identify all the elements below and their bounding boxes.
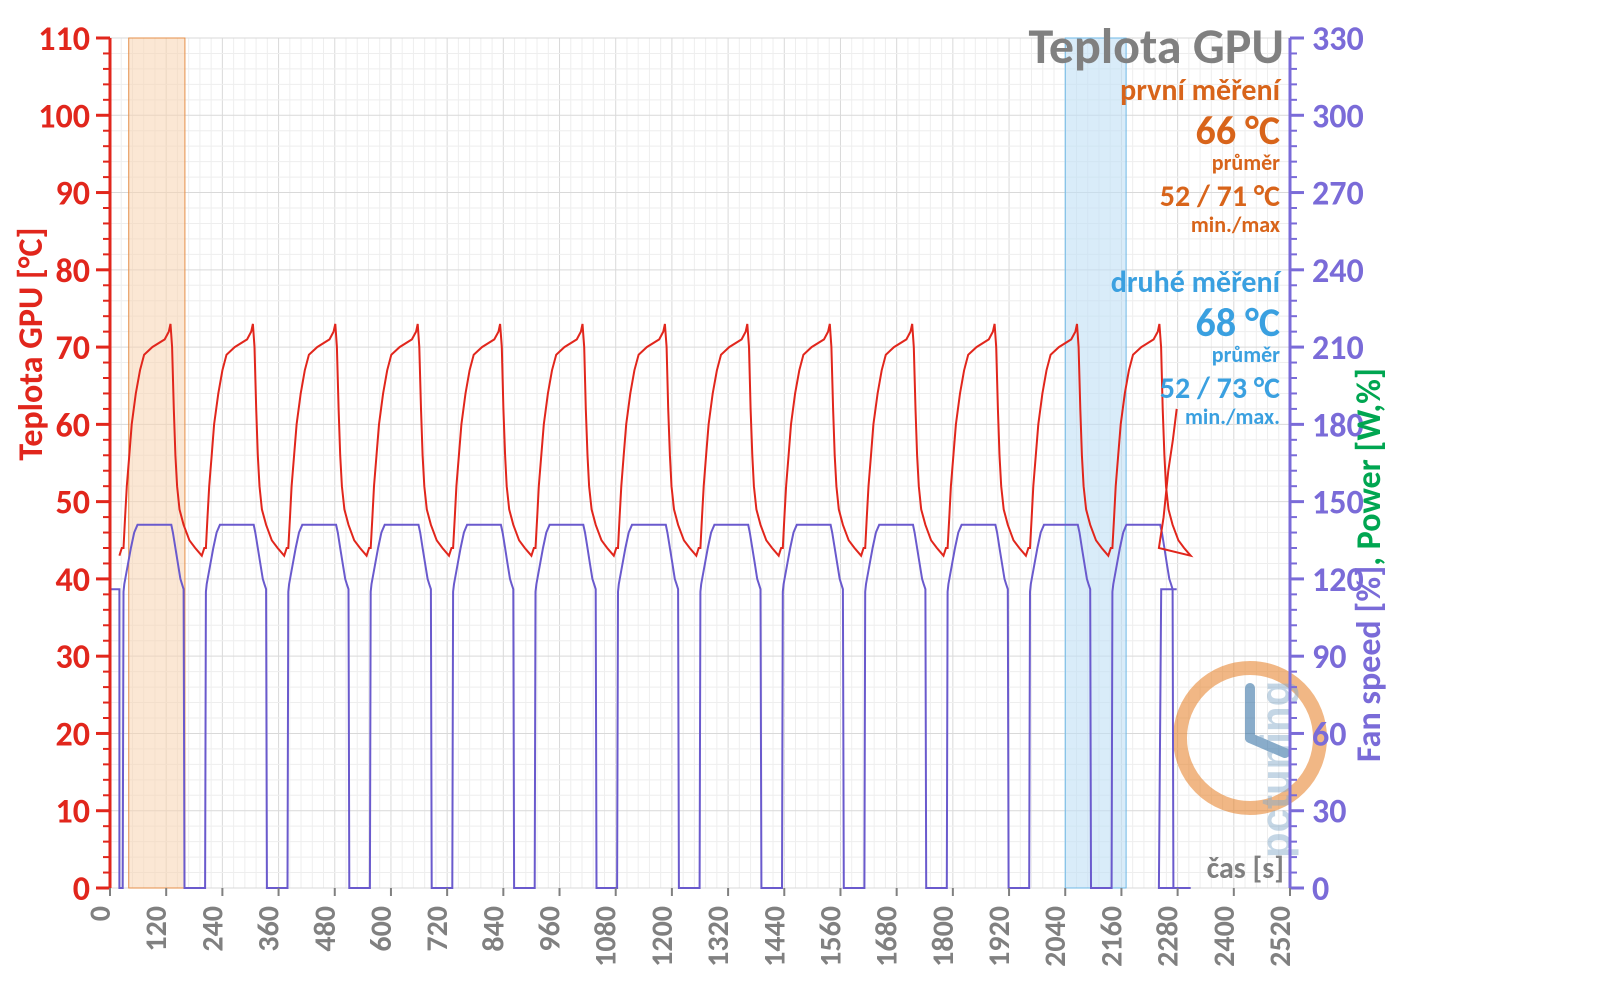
chart-title: Teplota GPU (1028, 16, 1284, 77)
ytick-left: 20 (56, 714, 90, 755)
ytick-right: 240 (1312, 251, 1364, 292)
ytick-left: 50 (56, 483, 90, 524)
xtick: 1080 (588, 906, 625, 967)
xtick: 960 (532, 906, 569, 952)
ytick-right: 90 (1312, 637, 1346, 678)
xtick: 2160 (1093, 906, 1130, 967)
meas2-minmax-label: min./max. (1185, 403, 1280, 430)
xtick: 2400 (1206, 906, 1243, 967)
ytick-left: 110 (38, 19, 90, 60)
xtick: 120 (138, 906, 175, 952)
xtick: 1920 (981, 906, 1018, 967)
meas2-value-label: průměr (1212, 341, 1280, 368)
xtick: 600 (363, 906, 400, 952)
y-axis-right-label: Fan speed [%], Power [W,%] (1349, 368, 1390, 762)
ytick-right: 60 (1312, 714, 1346, 755)
meas1-minmax: 52 / 71 °C (1160, 178, 1280, 215)
ytick-left: 90 (56, 174, 90, 215)
meas1-value-label: průměr (1212, 149, 1280, 176)
ytick-right: 0 (1312, 869, 1329, 910)
xtick: 720 (419, 906, 456, 952)
xtick: 2280 (1150, 906, 1187, 967)
ytick-left: 30 (56, 637, 90, 678)
xtick: 360 (251, 906, 288, 952)
svg-text:pctuning: pctuning (1252, 681, 1299, 858)
chart-svg: pctuning 0 10 20 30 40 50 60 70 80 90 100 110 0 30 60 90… (0, 0, 1600, 1008)
xtick: 1800 (925, 906, 962, 967)
ytick-left: 80 (56, 251, 90, 292)
xtick: 1680 (869, 906, 906, 967)
meas1-minmax-label: min./max (1191, 211, 1280, 238)
ytick-left: 100 (38, 96, 90, 137)
xtick: 240 (194, 906, 231, 952)
meas2-value: 68 °C (1196, 298, 1280, 347)
y-axis-left-label: Teplota GPU [°C] (11, 227, 52, 460)
xtick: 1320 (700, 906, 737, 967)
x-axis-label: čas [s] (1207, 850, 1284, 887)
ytick-right: 300 (1312, 96, 1364, 137)
svg-text:Fan speed [%], Power [W,%]: Fan speed [%], Power [W,%] (1349, 368, 1390, 762)
ytick-right: 330 (1312, 19, 1364, 60)
ytick-left: 70 (56, 328, 90, 369)
xtick: 1200 (644, 906, 681, 967)
meas1-value: 66 °C (1196, 106, 1280, 155)
gpu-temperature-chart: pctuning 0 10 20 30 40 50 60 70 80 90 100 110 0 30 60 90… (0, 0, 1600, 1008)
xtick: 1560 (812, 906, 849, 967)
ytick-left: 10 (56, 792, 90, 833)
xtick: 480 (307, 906, 344, 952)
xtick: 840 (475, 906, 512, 952)
meas1-header: první měření (1120, 72, 1282, 109)
xtick: 1440 (756, 906, 793, 967)
ytick-right: 270 (1312, 174, 1364, 215)
ytick-right: 30 (1312, 792, 1346, 833)
ytick-right: 210 (1312, 328, 1364, 369)
ytick-left: 0 (73, 869, 90, 910)
xtick: 0 (82, 906, 119, 921)
xtick: 2520 (1262, 906, 1299, 967)
meas2-header: druhé měření (1111, 264, 1282, 301)
meas2-minmax: 52 / 73 °C (1160, 370, 1280, 407)
ytick-left: 40 (56, 560, 90, 601)
ytick-left: 60 (56, 405, 90, 446)
xtick: 2040 (1037, 906, 1074, 967)
